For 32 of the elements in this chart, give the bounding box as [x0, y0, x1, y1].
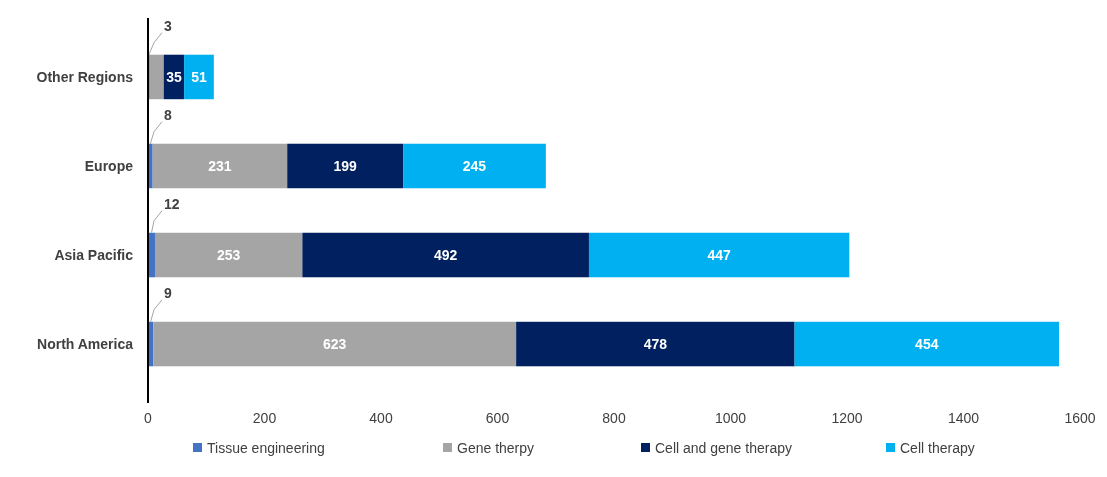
data-label: 199: [333, 157, 358, 174]
data-label: 9: [164, 284, 172, 301]
x-tick-label: 400: [369, 410, 393, 426]
data-label: 51: [191, 68, 207, 85]
data-label: 245: [462, 157, 487, 174]
y-tick-label: Asia Pacific: [54, 246, 134, 263]
x-tick-label: 600: [485, 410, 510, 426]
x-tick-label: 1200: [831, 410, 863, 426]
data-label: 12: [164, 195, 180, 212]
y-tick-label: Europe: [84, 157, 134, 174]
data-label: 623: [323, 335, 347, 352]
data-label: 478: [643, 335, 668, 352]
x-tick-label: 1000: [714, 410, 747, 426]
x-tick-label: 1600: [1064, 410, 1096, 426]
x-tick-label: 1400: [947, 410, 980, 426]
legend-label: Tissue engineering: [207, 439, 325, 456]
x-tick-label: 0: [144, 410, 153, 426]
x-tick-label: 200: [252, 410, 277, 426]
data-label: 253: [217, 246, 241, 263]
y-tick-label: North America: [37, 335, 134, 352]
data-label: 492: [433, 246, 458, 263]
data-label: 3: [164, 17, 172, 34]
y-tick-label: Other Regions: [36, 68, 134, 85]
data-label: 454: [915, 335, 939, 352]
data-label: 8: [164, 106, 172, 123]
legend-label: Cell therapy: [900, 439, 975, 456]
data-label: 447: [707, 246, 732, 263]
data-label: 35: [166, 68, 182, 85]
x-tick-label: 800: [602, 410, 626, 426]
legend-label: Cell and gene therapy: [655, 439, 792, 456]
data-label: 231: [208, 157, 232, 174]
legend-label: Gene therpy: [457, 439, 535, 456]
